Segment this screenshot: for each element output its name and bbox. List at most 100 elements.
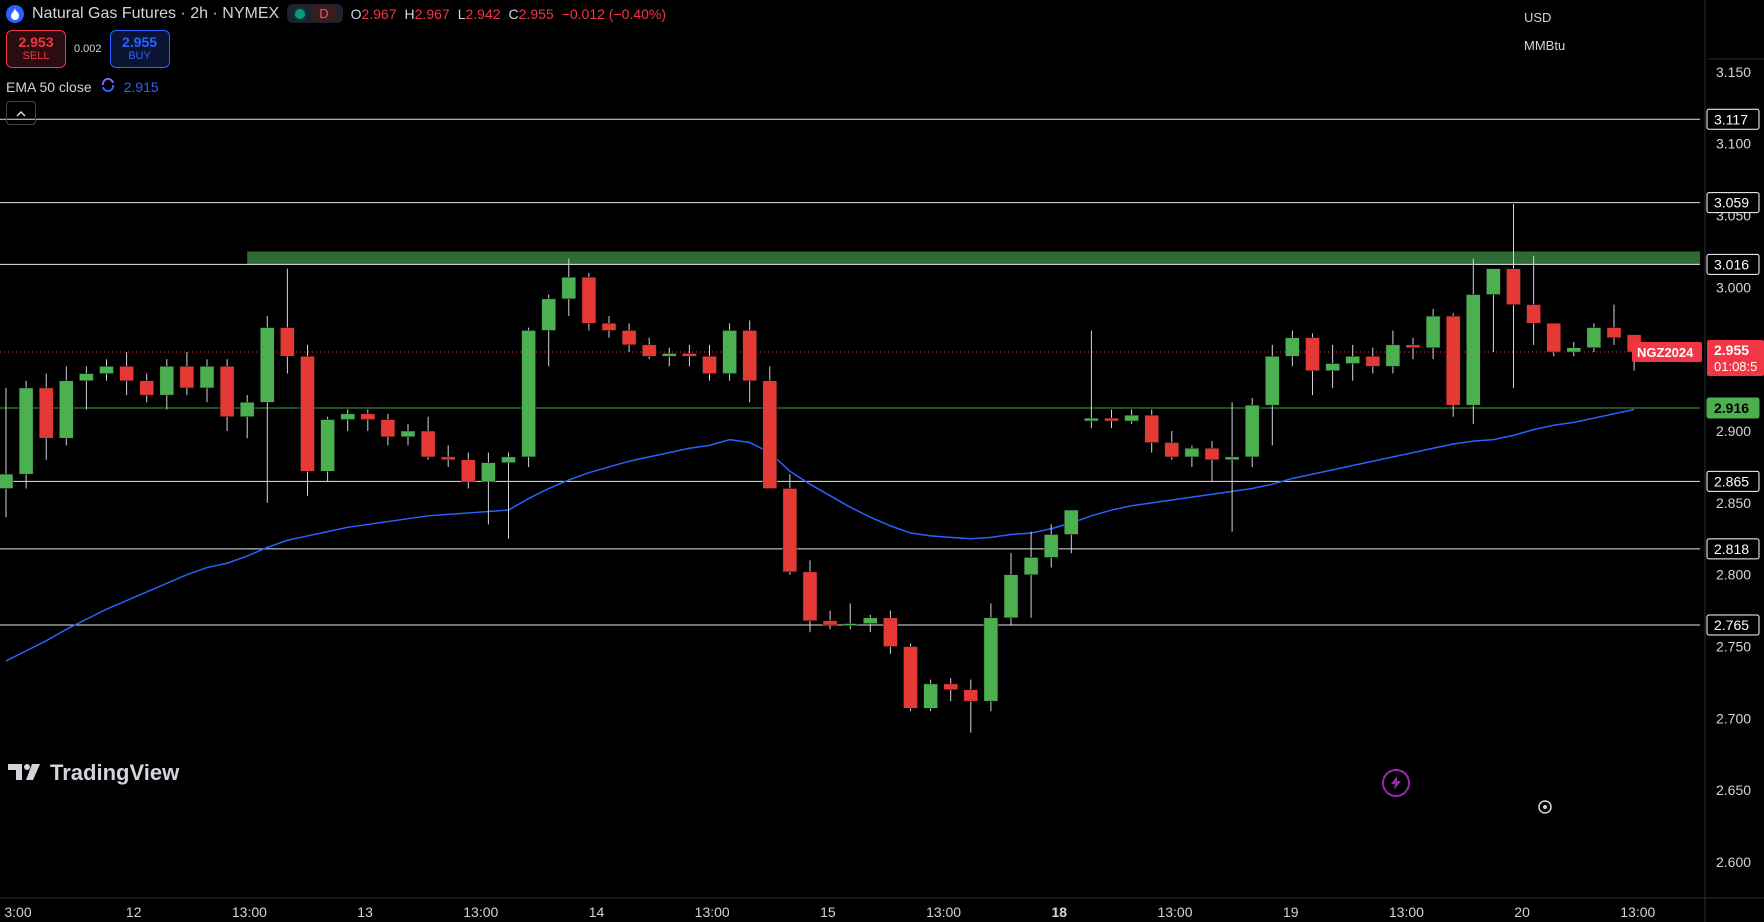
candle-down xyxy=(762,380,778,489)
candle-up xyxy=(1043,534,1059,558)
indicator-legend[interactable]: EMA 50 close 2.915 xyxy=(6,77,159,96)
candle-down xyxy=(1445,315,1461,406)
collapse-legend-button[interactable] xyxy=(6,101,36,125)
candle-up xyxy=(1486,268,1501,295)
last-price-label: 2.955 xyxy=(1714,342,1749,358)
candle-up xyxy=(18,387,34,475)
close-label: C xyxy=(508,5,519,22)
candle-up xyxy=(1325,363,1340,371)
candle-down xyxy=(601,323,617,331)
candle-up xyxy=(722,330,737,374)
candle-down xyxy=(903,646,918,709)
logo-text: TradingView xyxy=(50,760,180,785)
y-tick-label: 2.850 xyxy=(1716,495,1751,511)
gear-icon[interactable] xyxy=(1536,798,1554,821)
flame-icon xyxy=(6,4,24,23)
low-label: L xyxy=(457,5,466,22)
candle-up xyxy=(561,277,577,300)
spread-value: 0.002 xyxy=(74,43,102,55)
candle-down xyxy=(360,413,376,420)
candle-down xyxy=(943,683,958,690)
candle-down xyxy=(179,366,195,389)
candle-up xyxy=(863,617,878,624)
candle-down xyxy=(119,366,134,382)
candle-up xyxy=(541,298,556,331)
candle-up xyxy=(1265,356,1280,406)
candle-up xyxy=(340,413,355,420)
level-label-box xyxy=(1706,253,1760,275)
currency-unit[interactable]: USD MMBtu xyxy=(1524,4,1565,60)
change-value: −0.012 (−0.40%) xyxy=(561,5,666,22)
level-label-box xyxy=(1706,470,1760,492)
market-status[interactable]: D xyxy=(287,4,343,23)
candle-down xyxy=(621,330,637,346)
last-price-box xyxy=(1707,340,1764,377)
open-value: 2.967 xyxy=(361,5,397,22)
y-tick-label: 2.600 xyxy=(1716,854,1751,870)
level-label: 2.818 xyxy=(1714,541,1749,557)
x-tick-label: 14 xyxy=(589,904,605,920)
y-tick-label: 2.900 xyxy=(1716,423,1751,439)
candle-up xyxy=(1184,448,1200,458)
y-tick-label: 2.700 xyxy=(1716,710,1751,726)
candle-up xyxy=(1345,356,1360,364)
open-label: O xyxy=(350,5,362,22)
x-tick-label: 3:00 xyxy=(4,904,31,920)
level-label: 3.016 xyxy=(1714,256,1749,272)
candle-up xyxy=(1003,574,1019,619)
candle-down xyxy=(963,689,979,702)
candle-up xyxy=(320,419,335,472)
symbol-tag-box xyxy=(1632,342,1702,363)
candle-down xyxy=(682,353,697,357)
candle-down xyxy=(420,430,436,458)
candle-down xyxy=(1305,337,1320,371)
buy-button[interactable]: 2.955 BUY xyxy=(109,30,170,68)
candle-up xyxy=(1244,404,1260,458)
candle-up xyxy=(842,623,858,626)
ohlc-values: O2.967 H2.967 L2.942 C2.955 −0.012 (−0.4… xyxy=(351,6,666,22)
candle-down xyxy=(702,356,717,374)
level-label-box xyxy=(1706,108,1760,130)
candle-up xyxy=(662,353,677,357)
x-tick-label: 13:00 xyxy=(1389,904,1424,920)
y-tick-label: 2.800 xyxy=(1716,567,1751,583)
level-label: 2.765 xyxy=(1714,617,1749,633)
sell-button[interactable]: 2.953 SELL xyxy=(6,30,66,68)
candle-down xyxy=(1104,417,1119,422)
candle-down xyxy=(461,459,476,482)
unit-label: MMBtu xyxy=(1524,38,1566,53)
bolt-icon[interactable] xyxy=(1382,769,1410,797)
candle-down xyxy=(1546,323,1561,353)
level-label: 3.059 xyxy=(1714,195,1749,211)
candle-down xyxy=(219,366,235,417)
indicator-value: 2.915 xyxy=(123,78,159,95)
candle-down xyxy=(1164,442,1180,458)
low-value: 2.942 xyxy=(465,5,501,22)
level-label: 3.117 xyxy=(1714,111,1748,127)
high-value: 2.967 xyxy=(414,5,450,22)
tradingview-mark-icon xyxy=(8,760,44,786)
candle-down xyxy=(822,620,838,626)
tradingview-logo[interactable]: TradingView xyxy=(8,760,179,786)
symbol-title[interactable]: Natural Gas Futures · 2h · NYMEX xyxy=(32,4,280,22)
candle-up xyxy=(1124,414,1139,422)
candle-up xyxy=(0,473,14,489)
trade-panel: 2.953 SELL 0.002 2.955 BUY xyxy=(6,30,170,68)
x-tick-label: 13:00 xyxy=(1620,904,1655,920)
x-tick-label: 18 xyxy=(1052,904,1068,920)
candle-down xyxy=(802,571,818,621)
candle-up xyxy=(260,327,275,403)
candle-up xyxy=(159,366,175,396)
candle-up xyxy=(1566,347,1582,353)
candle-up xyxy=(923,683,938,709)
currency-label: USD xyxy=(1524,10,1552,25)
candle-up xyxy=(99,366,114,374)
x-tick-label: 12 xyxy=(126,904,142,920)
candle-down xyxy=(1506,268,1521,305)
level-label: 2.865 xyxy=(1714,473,1749,489)
buy-price: 2.955 xyxy=(122,34,158,50)
x-tick-label: 13:00 xyxy=(926,904,961,920)
candle-down xyxy=(440,456,456,461)
candle-down xyxy=(742,330,757,382)
